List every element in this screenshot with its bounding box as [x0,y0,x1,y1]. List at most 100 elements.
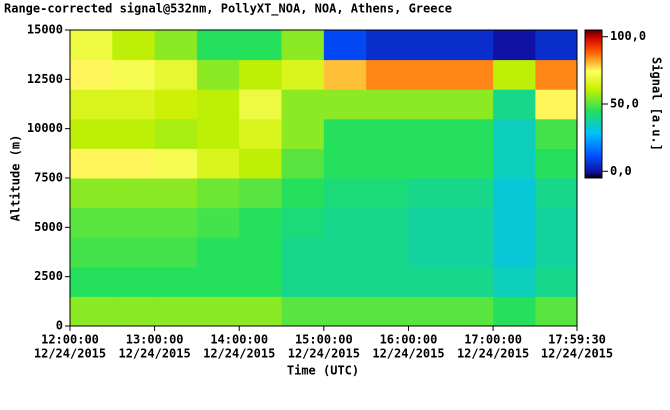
heatmap-cell [281,266,325,297]
heatmap-cell [281,118,325,149]
heatmap-cell [239,89,283,120]
heatmap-cell [154,89,198,120]
heatmap-cell [535,296,578,327]
heatmap-cell [450,296,494,327]
heatmap-cell [196,237,240,268]
heatmap-cell [408,237,452,268]
heatmap-cell [450,148,494,179]
heatmap-cell [323,118,367,149]
heatmap-cell [408,30,452,61]
heatmap-cell [239,266,283,297]
heatmap-cell [281,148,325,179]
x-tick-label: 13:00:00 [126,333,184,347]
y-tick-label: 7500 [34,171,63,185]
heatmap-cell [450,266,494,297]
y-tick-label: 0 [56,319,63,333]
heatmap-cell [281,59,325,90]
heatmap-cell [281,207,325,238]
heatmap-cell [366,207,409,238]
heatmap-cell [196,89,240,120]
y-tick-label: 2500 [34,269,63,283]
heatmap-cell [196,178,240,209]
heatmap-cell [70,178,113,209]
heatmap-cell [450,207,494,238]
heatmap-cell [535,148,578,179]
heatmap-cell [281,30,325,61]
heatmap-cell [239,296,283,327]
heatmap-cell [366,59,409,90]
colorbar-tick-label: 0,0 [610,164,632,178]
heatmap-cell [239,148,283,179]
heatmap-cell [323,30,367,61]
heatmap-cell [281,89,325,120]
heatmap-cell [323,296,367,327]
heatmap-cell [154,30,198,61]
heatmap-cell [239,59,283,90]
heatmap-cell [154,59,198,90]
x-tick-label: 17:00:00 [464,333,522,347]
heatmap-cell [535,266,578,297]
heatmap-cell [196,266,240,297]
x-tick-label: 16:00:00 [380,333,438,347]
heatmap-cell [323,237,367,268]
x-tick-label: 17:59:30 [548,333,606,347]
heatmap-cell [281,296,325,327]
y-axis-label: Altitude (m) [9,135,23,222]
heatmap-cell [323,178,367,209]
x-tick-label: 12/24/2015 [372,347,444,361]
heatmap-cell [493,296,536,327]
heatmap-cell [493,30,536,61]
heatmap-cell [408,118,452,149]
heatmap-cell [366,266,409,297]
heatmap-cell [196,296,240,327]
heatmap-cell [535,118,578,149]
heatmap-cell [535,30,578,61]
heatmap-cell [196,59,240,90]
heatmap-cell [112,266,156,297]
heatmap-cell [112,89,156,120]
x-tick-label: 14:00:00 [210,333,268,347]
heatmap-cell [366,118,409,149]
heatmap-cell [493,237,536,268]
heatmap-cell [239,237,283,268]
x-tick-label: 12/24/2015 [288,347,360,361]
heatmap-cell [154,148,198,179]
heatmap-cell [70,266,113,297]
heatmap-cell [366,89,409,120]
heatmap-cell [408,296,452,327]
heatmap-cell [493,89,536,120]
heatmap-cell [154,266,198,297]
heatmap-cell [366,237,409,268]
heatmap-cell [196,30,240,61]
heatmap-cell [323,266,367,297]
heatmap-cell [366,296,409,327]
colorbar-tick-label: 50,0 [610,97,639,111]
heatmap-cell [70,118,113,149]
heatmap-cell [70,207,113,238]
colorbar-tick-label: 100,0 [610,29,646,43]
heatmap-cell [535,207,578,238]
heatmap-cell [493,266,536,297]
x-tick-label: 12/24/2015 [541,347,613,361]
heatmap-cell [323,148,367,179]
heatmap-cell [535,59,578,90]
x-tick-label: 12/24/2015 [34,347,106,361]
heatmap-cell [112,178,156,209]
heatmap-cell [408,89,452,120]
heatmap-cell [408,266,452,297]
heatmap-cell [493,178,536,209]
colorbar-label: Signal [a.u.] [650,57,664,151]
heatmap-cell [493,148,536,179]
heatmap-cell [535,178,578,209]
heatmap-cell [408,207,452,238]
heatmap-cell [450,59,494,90]
heatmap-cell [112,296,156,327]
heatmap-cell [239,30,283,61]
heatmap-cell [112,148,156,179]
heatmap-cell [196,148,240,179]
heatmap-cell [112,30,156,61]
heatmap-cell [366,30,409,61]
heatmap-cell [281,237,325,268]
heatmap-cell [493,207,536,238]
heatmap-cell [196,207,240,238]
